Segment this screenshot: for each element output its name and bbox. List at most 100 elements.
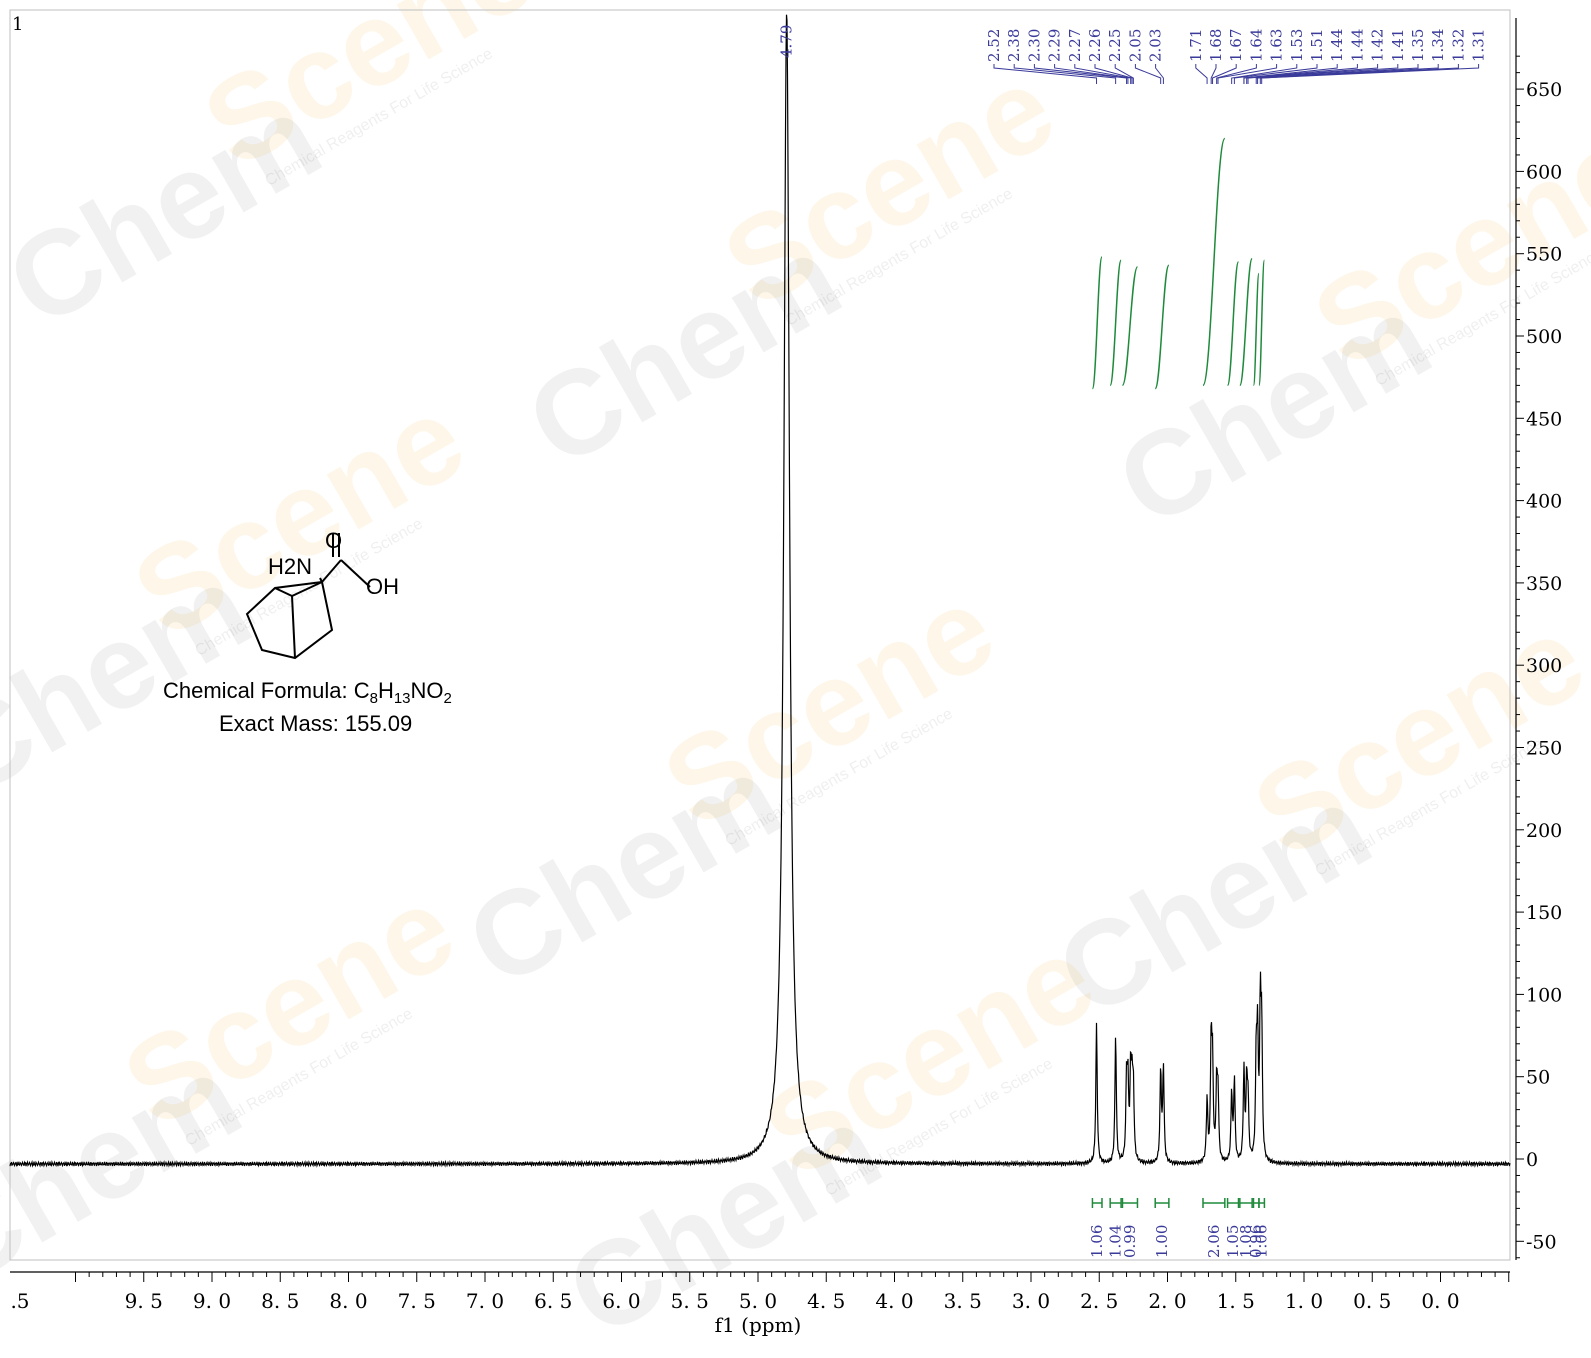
peak-label: 2.05	[1126, 29, 1144, 62]
y-tick-label: 600	[1526, 161, 1562, 183]
y-axis: 650600550500450400350300250200150100500-…	[1515, 18, 1562, 1260]
integral-curves: 1.06 1.040.99 1.00 2.06 1.051.080.961.06	[1088, 137, 1271, 1258]
x-tick-label: 4. 0	[875, 1289, 913, 1313]
x-tick-label: 8. 5	[261, 1289, 299, 1313]
peak-label-leader	[1212, 64, 1237, 84]
peak-label: 1.31	[1470, 29, 1488, 62]
peak-label: 1.67	[1227, 29, 1245, 62]
peak-label: 1.32	[1449, 29, 1467, 62]
spectrum-trace	[9, 14, 1511, 1168]
y-tick-label: 350	[1526, 573, 1562, 595]
x-tick-label: .5	[10, 1289, 29, 1313]
peak-label-leader	[1155, 64, 1164, 84]
peak-label-leader	[1114, 64, 1134, 84]
x-tick-label: 5. 0	[739, 1289, 777, 1313]
watermark-brand-gold: Scene	[703, 40, 1076, 333]
integral-value-label: 0.96	[1247, 1225, 1265, 1258]
peak-label-leader	[1246, 64, 1379, 84]
x-tick-label: 6. 5	[534, 1289, 572, 1313]
y-tick-label: 250	[1526, 738, 1562, 760]
y-tick-label: 150	[1526, 902, 1562, 924]
peak-label: 1.68	[1207, 29, 1225, 62]
x-tick-label: 3. 0	[1012, 1289, 1050, 1313]
x-axis-title: f1 (ppm)	[715, 1313, 802, 1337]
watermark-brand-gold: Scene	[743, 910, 1116, 1203]
peak-label-leader	[1210, 64, 1217, 84]
peak-label: 2.30	[1025, 29, 1043, 62]
peak-label: 1.34	[1429, 29, 1447, 62]
peak-label: 2.52	[985, 29, 1003, 62]
peak-label-leader	[993, 64, 1098, 84]
y-tick-label: 650	[1526, 79, 1562, 101]
watermark-brand-gold: Scene	[183, 0, 556, 193]
integral-curve	[1239, 257, 1253, 387]
y-tick-label: 300	[1526, 655, 1562, 677]
x-tick-label: 6. 0	[602, 1289, 640, 1313]
peak-label: 2.03	[1147, 29, 1165, 62]
peak-label-leader	[1233, 64, 1318, 84]
integral-value-label: 1.00	[1153, 1225, 1171, 1258]
peak-label: 1.63	[1268, 29, 1286, 62]
integral-value-label: 1.06	[1088, 1225, 1106, 1258]
x-tick-label: 9. 0	[193, 1289, 231, 1313]
chemical-formula: Chemical Formula: C8H13NO2	[163, 678, 452, 707]
x-tick-label: 0. 0	[1421, 1289, 1459, 1313]
watermark-brand-gold: Scene	[643, 560, 1016, 853]
amine-label: H2N	[268, 554, 312, 579]
y-tick-label: 550	[1526, 244, 1562, 266]
peak-label-leader	[1033, 64, 1128, 84]
peak-label: 1.44	[1328, 29, 1346, 62]
peak-labels: 2.52 2.38 2.30 2.29 2.27 2.26 2.25 2.05 2.03 1.71…	[778, 25, 1488, 84]
peak-label-leader	[1195, 64, 1208, 84]
integral-curve	[1109, 259, 1122, 387]
peak-label-leader	[1257, 64, 1439, 84]
x-tick-label: 3. 5	[944, 1289, 982, 1313]
peak-label: 1.51	[1308, 29, 1326, 62]
y-tick-label: 200	[1526, 820, 1562, 842]
peak-label: 2.29	[1046, 29, 1064, 62]
peak-label: 2.38	[1005, 29, 1023, 62]
x-tick-label: 1. 5	[1217, 1289, 1255, 1313]
peak-label: 1.44	[1348, 29, 1366, 62]
peak-label: 1.41	[1389, 29, 1407, 62]
integral-value-label: 1.08	[1237, 1225, 1255, 1258]
watermark-brand-gold: Scene	[103, 860, 476, 1153]
y-tick-label: 50	[1526, 1067, 1550, 1089]
x-tick-label: 7. 5	[398, 1289, 436, 1313]
peak-label: 1.64	[1247, 29, 1265, 62]
integral-curve	[1226, 261, 1240, 387]
peak-label: 1.71	[1187, 29, 1205, 62]
peak-label-leader	[1054, 64, 1129, 84]
integral-value-label: 1.05	[1224, 1225, 1242, 1258]
exact-mass: Exact Mass: 155.09	[219, 711, 412, 736]
y-tick-label: 450	[1526, 408, 1562, 430]
carbonyl-oxygen-label: O	[325, 528, 342, 553]
integral-curve	[1154, 264, 1170, 390]
y-tick-label: -50	[1526, 1231, 1557, 1253]
plot-frame	[9, 9, 1511, 1261]
peak-label-leader	[1074, 64, 1132, 84]
peak-label-leader	[1094, 64, 1133, 84]
x-tick-label: 7. 0	[466, 1289, 504, 1313]
peak-label-leader	[1216, 64, 1257, 84]
peak-label: 1.53	[1288, 29, 1306, 62]
peak-label-leader	[1255, 64, 1419, 84]
solvent-peak-label: 4.79	[778, 25, 796, 58]
peak-label: 2.26	[1086, 29, 1104, 62]
x-tick-label: 0. 5	[1353, 1289, 1391, 1313]
integral-value-label: 1.06	[1253, 1225, 1271, 1258]
integral-curve	[1252, 272, 1260, 387]
y-tick-label: 0	[1526, 1149, 1538, 1171]
peak-label: 1.42	[1369, 29, 1387, 62]
hydroxyl-label: OH	[366, 574, 399, 599]
peak-label-leader	[1243, 64, 1358, 84]
integral-curve	[1258, 259, 1266, 387]
peak-label: 2.27	[1066, 29, 1084, 62]
peak-label: 1.35	[1409, 29, 1427, 62]
